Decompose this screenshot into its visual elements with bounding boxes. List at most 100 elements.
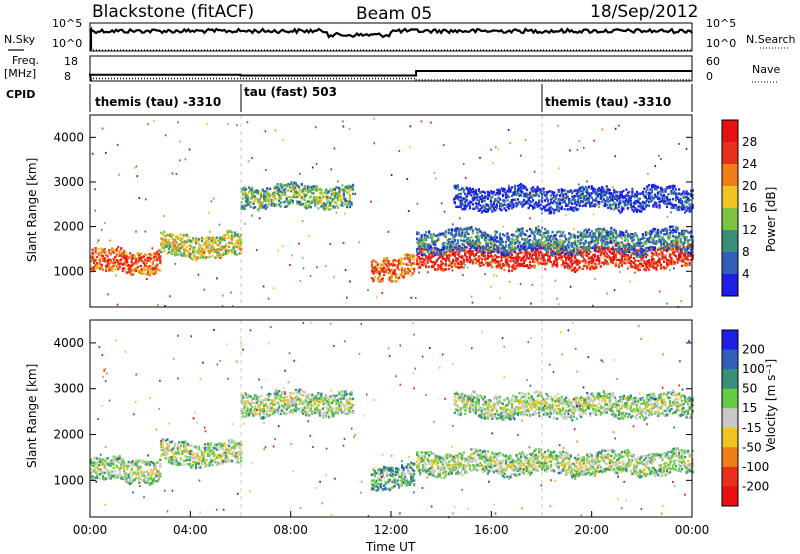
heatmap-cell xyxy=(562,244,565,247)
heatmap-cell xyxy=(100,254,103,257)
heatmap-cell xyxy=(631,237,634,240)
heatmap-cell xyxy=(513,188,517,191)
heatmap-cell xyxy=(399,273,402,276)
heatmap-cell xyxy=(184,247,187,251)
heatmap-cell xyxy=(465,204,468,208)
nsearch-tick-bottom: 10^0 xyxy=(706,37,736,50)
heatmap-cell xyxy=(217,251,220,255)
heatmap-cell xyxy=(563,255,566,258)
heatmap-cell xyxy=(284,191,287,194)
heatmap-cell xyxy=(464,227,467,230)
heatmap-cell xyxy=(285,205,288,208)
heatmap-cell xyxy=(468,243,471,246)
heatmap-cell xyxy=(647,193,651,196)
heatmap-cell xyxy=(507,190,511,193)
heatmap-cell xyxy=(105,253,108,257)
heatmap-cell xyxy=(518,201,521,204)
heatmap-cell xyxy=(538,188,541,192)
heatmap-cell xyxy=(544,205,547,209)
heatmap-cell xyxy=(282,189,285,192)
heatmap-cell xyxy=(589,231,592,235)
heatmap-cell xyxy=(521,191,524,194)
heatmap-cell xyxy=(676,248,679,251)
heatmap-cell xyxy=(623,203,626,206)
heatmap-cell xyxy=(674,245,678,249)
heatmap-cell xyxy=(516,239,520,242)
heatmap-cell xyxy=(568,232,571,235)
heatmap-cell xyxy=(124,256,127,260)
heatmap-cell xyxy=(429,259,432,262)
heatmap-cell xyxy=(590,185,593,188)
heatmap-cell xyxy=(604,237,607,240)
heatmap-cell xyxy=(572,248,575,251)
heatmap-cell xyxy=(147,259,150,262)
heatmap-cell xyxy=(587,263,590,267)
heatmap-cell xyxy=(461,248,464,251)
heatmap-cell xyxy=(145,253,148,257)
heatmap-cell xyxy=(671,239,675,243)
heatmap-cell xyxy=(655,268,658,271)
heatmap-cell xyxy=(422,238,425,242)
heatmap-cell xyxy=(516,263,520,267)
heatmap-cell xyxy=(468,252,471,256)
heatmap-cell xyxy=(510,200,514,203)
heatmap-cell xyxy=(605,240,608,244)
heatmap-cell xyxy=(220,255,223,258)
heatmap-cell xyxy=(431,254,434,257)
heatmap-cell xyxy=(530,229,533,232)
heatmap-cell xyxy=(251,194,254,197)
heatmap-cell xyxy=(678,246,681,249)
heatmap-cell xyxy=(111,268,114,271)
heatmap-cell xyxy=(476,229,479,232)
heatmap-cell xyxy=(124,254,127,257)
heatmap-cell xyxy=(562,251,565,254)
heatmap-cell xyxy=(425,248,428,251)
heatmap-cell xyxy=(524,248,527,252)
heatmap-cell xyxy=(176,245,179,248)
heatmap-cell xyxy=(572,189,575,193)
heatmap-cell xyxy=(565,258,568,262)
heatmap-cell xyxy=(498,243,502,246)
heatmap-cell xyxy=(688,254,691,257)
heatmap-cell xyxy=(614,244,617,247)
heatmap-cell xyxy=(604,235,607,238)
heatmap-cell xyxy=(389,278,392,282)
heatmap-cell xyxy=(547,198,550,202)
heatmap-cell xyxy=(482,231,485,234)
heatmap-cell xyxy=(455,234,458,237)
heatmap-cell xyxy=(556,231,559,234)
heatmap-cell xyxy=(673,261,676,264)
heatmap-cell xyxy=(425,230,428,234)
heatmap-cell xyxy=(611,252,614,255)
heatmap-cell xyxy=(613,253,616,256)
heatmap-cell xyxy=(587,228,590,231)
heatmap-cell xyxy=(205,245,208,249)
heatmap-cell xyxy=(613,195,616,198)
heatmap-cell xyxy=(506,258,509,262)
heatmap-cell xyxy=(474,191,477,194)
heatmap-cell xyxy=(291,199,294,203)
heatmap-cell xyxy=(347,186,350,190)
heatmap-cell xyxy=(456,241,459,245)
heatmap-cell xyxy=(622,251,625,255)
heatmap-cell xyxy=(673,229,676,232)
heatmap-cell xyxy=(568,241,571,244)
heatmap-cell xyxy=(208,249,211,252)
heatmap-cell xyxy=(300,196,303,200)
heatmap-cell xyxy=(251,188,254,191)
nsky-panel: N.Sky 10^5 10^0 10^5 10^0 N.Search xyxy=(4,17,796,52)
heatmap-cell xyxy=(464,204,467,207)
heatmap-cell xyxy=(237,241,240,244)
heatmap-cell xyxy=(569,236,572,239)
heatmap-cell xyxy=(416,248,419,251)
heatmap-cell xyxy=(593,203,596,206)
heatmap-cell xyxy=(458,205,461,209)
heatmap-cell xyxy=(577,198,580,201)
heatmap-cell xyxy=(643,253,646,256)
heatmap-cell xyxy=(622,234,625,237)
heatmap-cell xyxy=(459,234,462,238)
heatmap-cell xyxy=(587,200,590,204)
heatmap-cell xyxy=(315,186,318,189)
heatmap-cell xyxy=(282,191,285,194)
